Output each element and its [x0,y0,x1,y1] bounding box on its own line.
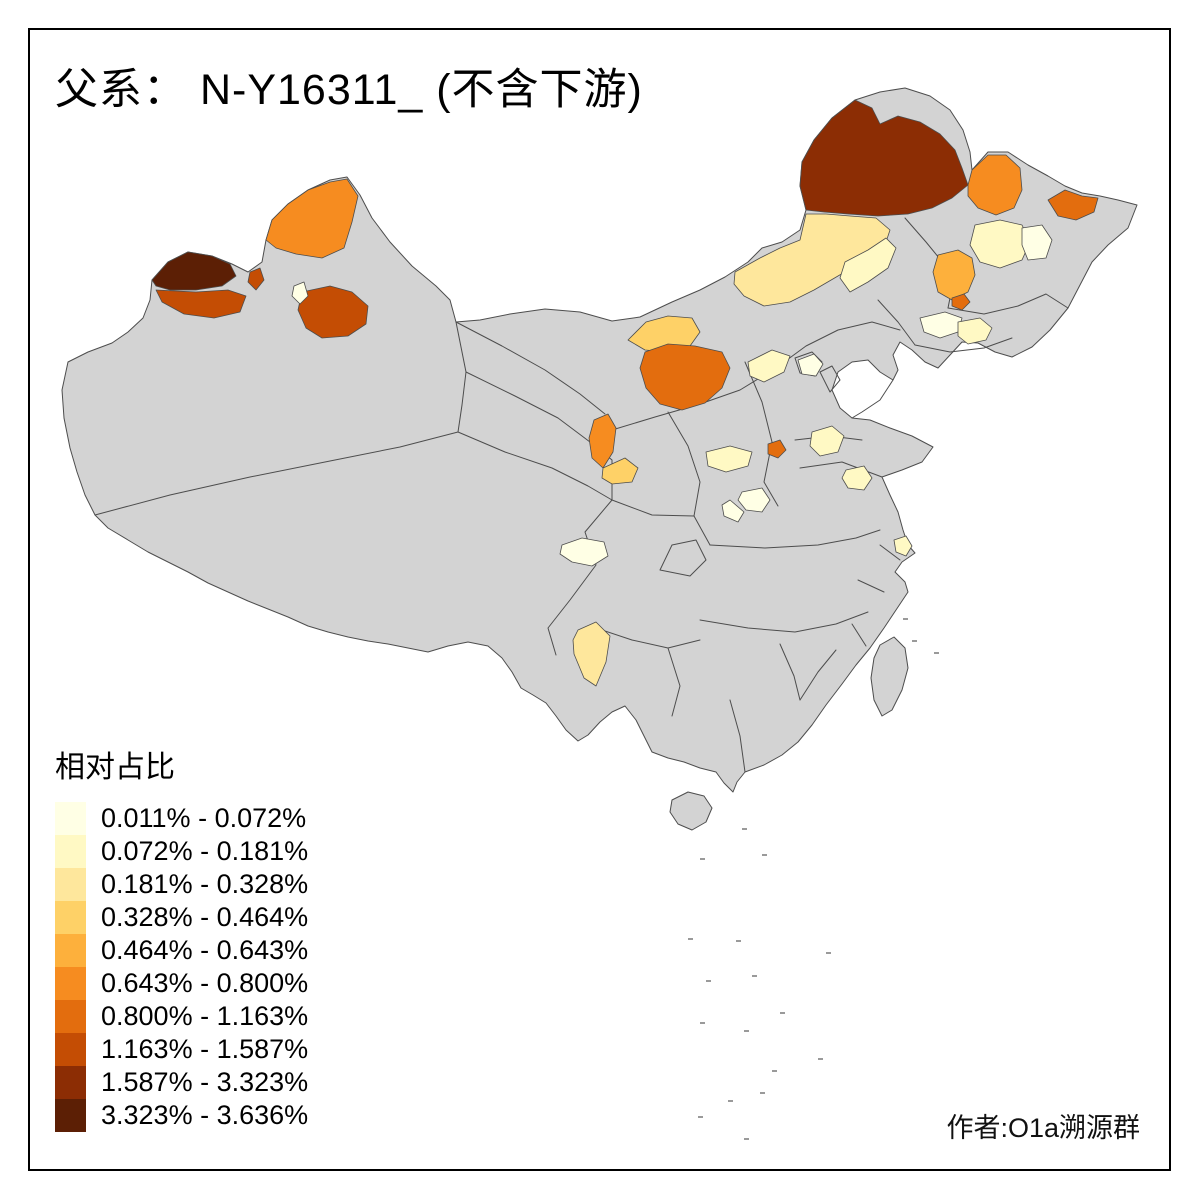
legend-label: 0.800% - 1.163% [101,1001,309,1031]
region-inner-mongolia-arc-east [839,237,897,293]
region-northeast-pale [1021,224,1053,261]
legend-item: 0.181% - 0.328% [55,868,308,901]
region-henan-pale [721,499,745,523]
swatch-rect [55,1099,86,1132]
region-hulunbuir [799,99,969,217]
legend: 相对占比 0.011% - 0.072% 0.072% - 0.181% 0.1… [55,742,308,1132]
legend-item: 0.800% - 1.163% [55,1000,308,1033]
region-north-xinjiang [265,178,359,259]
region-north-shanxi-pale [747,349,791,383]
legend-item: 0.643% - 0.800% [55,967,308,1000]
region-west-xinjiang-sliver [247,267,265,291]
region-beijing-pale [797,353,824,377]
legend-swatch [55,835,86,868]
legend-title: 相对占比 [55,751,175,784]
swatch-rect [55,1033,86,1066]
region-west-xinjiang-dark [155,289,247,319]
region-bayannur-ordos [639,343,731,411]
region-chengdu-pale [559,537,609,567]
region-guyuan-gold [601,457,639,485]
region-heihe-northeast [967,154,1023,216]
legend-label: 0.072% - 0.181% [101,836,309,866]
legend-item: 0.072% - 0.181% [55,835,308,868]
legend-swatch [55,901,86,934]
legend-swatch [55,1000,86,1033]
taiwan-island [870,636,909,717]
author-credit: 作者:O1a溯源群 [946,1113,1140,1143]
legend-label: 0.011% - 0.072% [101,803,307,833]
region-jilin-pale-east [957,317,993,345]
region-shanghai-pale [893,535,913,557]
region-harbin-sliver [951,293,971,311]
region-central-xinjiang [297,285,369,339]
legend-label: 1.163% - 1.587% [101,1034,309,1064]
region-yunnan-gold [572,621,611,687]
legend-item: 3.323% - 3.636% [55,1099,308,1132]
region-central-shanxi-pale [705,445,753,473]
south-china-sea-islets [688,618,939,1140]
region-central-xinjiang-pale [291,281,309,305]
swatch-rect [55,1066,86,1099]
page-title: 父系： N-Y16311_ (不含下游) [55,66,643,114]
legend-label: 0.643% - 0.800% [101,968,309,998]
legend-item: 0.328% - 0.464% [55,901,308,934]
legend-swatch [55,1033,86,1066]
region-east-heilongjiang [1047,189,1099,221]
legend-label: 3.323% - 3.636% [101,1100,309,1130]
legend-swatch [55,934,86,967]
region-west-xinjiang-darkest [151,251,237,291]
region-suihua-pale [969,219,1031,269]
region-hebei-red-dot [767,439,787,459]
swatch-rect [55,802,86,835]
legend-label: 0.328% - 0.464% [101,902,309,932]
legend-label: 0.181% - 0.328% [101,869,309,899]
region-hebei-pale [809,425,845,457]
legend-swatch [55,802,86,835]
swatch-rect [55,934,86,967]
legend-item: 1.163% - 1.587% [55,1033,308,1066]
legend-swatch [55,967,86,1000]
swatch-rect [55,835,86,868]
legend-label: 1.587% - 3.323% [101,1067,309,1097]
legend-swatch [55,1066,86,1099]
legend-item: 0.464% - 0.643% [55,934,308,967]
region-shandong-pale [841,465,873,491]
legend-swatch [55,868,86,901]
legend-label: 0.464% - 0.643% [101,935,309,965]
legend-swatch [55,1099,86,1132]
swatch-rect [55,901,86,934]
hainan-island [669,791,713,831]
swatch-rect [55,1000,86,1033]
legend-item: 0.011% - 0.072% [55,802,308,835]
colored-regions [151,99,1099,687]
swatch-rect [55,967,86,1000]
region-shaanxi-pale [737,487,771,513]
legend-item: 1.587% - 3.323% [55,1066,308,1099]
swatch-rect [55,868,86,901]
region-qiqihar-orange [932,249,976,301]
region-ningxia [588,413,617,469]
